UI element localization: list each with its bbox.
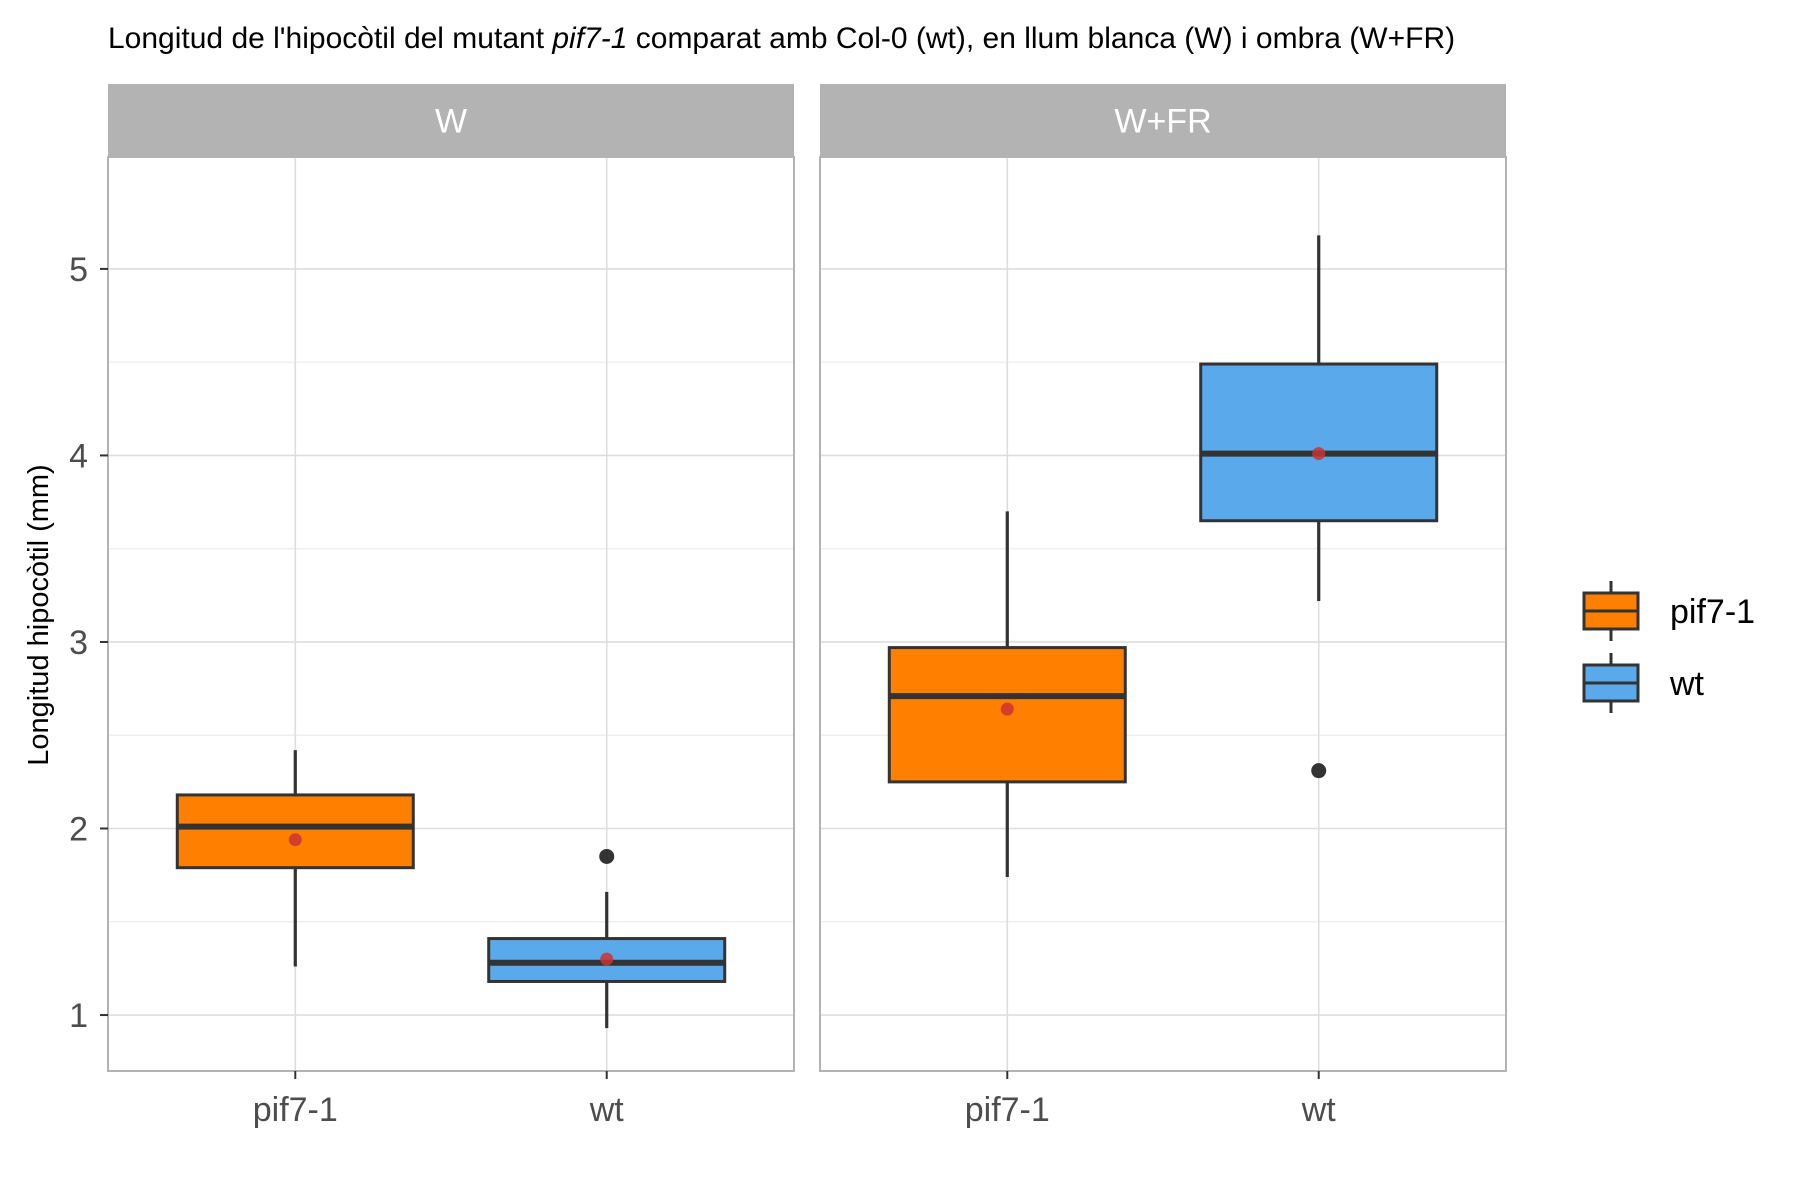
y-tick-label: 5 [69, 251, 88, 289]
mean-point [1000, 702, 1014, 716]
y-axis-label: Longitud hipocòtil (mm) [23, 464, 55, 765]
x-tick-label: wt [589, 1091, 625, 1129]
mean-point [288, 833, 302, 847]
box-iqr [175, 793, 415, 870]
y-tick-label: 3 [69, 624, 88, 662]
panel-background [820, 157, 1506, 1071]
box-wt [1199, 235, 1439, 779]
box-iqr [1199, 362, 1439, 523]
legend-label: wt [1669, 665, 1705, 703]
legend: pif7-1 wt [1582, 581, 1755, 713]
mean-point [1312, 447, 1326, 461]
panel-background [108, 157, 794, 1071]
y-tick-label: 1 [69, 997, 88, 1035]
facet-strip-label: W [435, 103, 467, 141]
panel-1: W+FR pif7-1 wt [819, 84, 1507, 1129]
facet-strip [820, 84, 1506, 157]
y-tick-label: 2 [69, 811, 88, 849]
legend-item-wt: wt [1582, 653, 1705, 713]
box-pif7-1 [175, 750, 415, 967]
box-wt [487, 848, 727, 1029]
x-tick-label: wt [1301, 1091, 1337, 1129]
y-tick-label: 4 [69, 437, 88, 475]
legend-item-pif7-1: pif7-1 [1582, 581, 1755, 641]
outlier-point [1311, 763, 1327, 779]
chart-title: Longitud de l'hipocòtil del mutant pif7-… [108, 22, 1455, 55]
y-axis: 1 2 3 4 5 [69, 251, 108, 1035]
x-tick-label: pif7-1 [253, 1091, 338, 1129]
x-tick-label: pif7-1 [965, 1091, 1050, 1129]
box-pif7-1 [887, 511, 1127, 878]
facet-strip [108, 84, 794, 157]
mean-point [600, 952, 614, 966]
outlier-point [599, 848, 615, 864]
facet-strip-label: W+FR [1114, 103, 1211, 141]
legend-label: pif7-1 [1670, 593, 1755, 631]
